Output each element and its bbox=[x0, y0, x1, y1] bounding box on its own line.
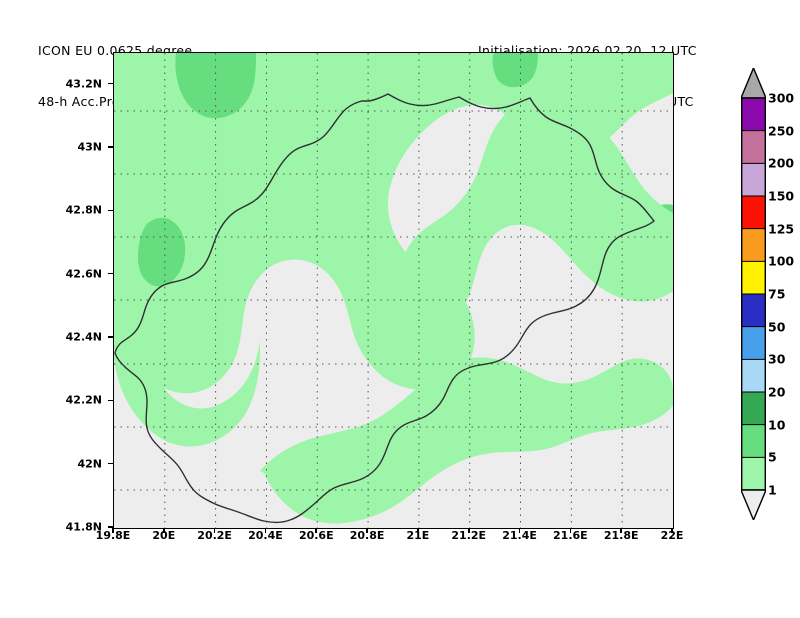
lon-tick-label: 20.6E bbox=[298, 529, 334, 542]
colorbar-band bbox=[741, 196, 766, 230]
lat-tick-label: 42.6N bbox=[65, 267, 102, 281]
colorbar-band bbox=[741, 294, 766, 328]
longitude-ticks bbox=[112, 528, 673, 534]
lon-tick-label: 20.8E bbox=[349, 529, 385, 542]
lon-tick-label: 19.8E bbox=[95, 529, 131, 542]
lon-tick-label: 21.4E bbox=[502, 529, 537, 542]
colorbar-tick-labels: 1 5 10 20 30 50 75 100 125 150 200 250 300 bbox=[768, 68, 800, 520]
colorbar-band bbox=[741, 261, 766, 295]
colorbar-level-label: 300 bbox=[768, 90, 795, 106]
colorbar-over-arrow bbox=[741, 68, 766, 99]
lon-tick-mark bbox=[569, 528, 572, 533]
colorbar-level-label: 5 bbox=[768, 449, 777, 465]
lon-tick-label: 21.2E bbox=[451, 529, 487, 542]
lat-tick-mark bbox=[108, 399, 113, 402]
colorbar-level-label: 20 bbox=[768, 384, 786, 400]
lat-tick-mark bbox=[108, 209, 113, 212]
lat-tick-label: 43.2N bbox=[65, 77, 102, 91]
colorbar-band bbox=[741, 326, 766, 360]
colorbar-level-label: 30 bbox=[768, 351, 786, 367]
colorbar-level-label: 200 bbox=[768, 155, 795, 171]
lon-tick-label: 20.2E bbox=[197, 529, 232, 542]
lon-tick-mark bbox=[112, 528, 114, 533]
colorbar-band bbox=[741, 163, 766, 197]
lon-tick-mark bbox=[417, 528, 419, 533]
lon-tick-mark bbox=[671, 528, 673, 533]
lat-tick-label: 42.8N bbox=[65, 203, 102, 217]
precip-band-1-5-small-blob bbox=[520, 184, 564, 226]
longitude-axis: 19.8E 20E 20.2E 20.4E 20.6E 20.8E 21E 21.2E 21.4… bbox=[96, 529, 684, 551]
latitude-axis: 41.8N 42N 42.2N 42.4N 42.6N 42.8N 43N 43.2N bbox=[0, 52, 110, 533]
lat-tick-label: 42.2N bbox=[65, 393, 102, 407]
colorbar-level-label: 125 bbox=[768, 221, 795, 237]
colorbar-swatches bbox=[741, 68, 766, 520]
latitude-ticks bbox=[108, 52, 114, 528]
lat-tick-label: 42N bbox=[77, 457, 102, 471]
colorbar-level-label: 1 bbox=[768, 482, 777, 498]
colorbar-band bbox=[741, 457, 766, 491]
precip-band-5-10-north-right bbox=[492, 53, 538, 88]
colorbar-level-label: 10 bbox=[768, 417, 786, 433]
country-border-outline bbox=[114, 93, 655, 524]
colorbar-level-label: 50 bbox=[768, 319, 786, 335]
lon-tick-mark bbox=[366, 528, 368, 533]
lat-tick-mark bbox=[108, 82, 113, 85]
colorbar-band bbox=[741, 392, 766, 426]
lon-tick-mark bbox=[467, 528, 470, 533]
lat-tick-mark bbox=[108, 336, 113, 338]
lat-tick-label: 41.8N bbox=[65, 520, 102, 534]
lat-tick-mark bbox=[108, 526, 113, 528]
precipitation-map[interactable] bbox=[113, 52, 674, 529]
colorbar-level-label: 250 bbox=[768, 123, 795, 139]
lat-tick-label: 42.4N bbox=[65, 330, 102, 344]
precip-band-1-5-south-band bbox=[260, 357, 673, 524]
colorbar-level-label: 75 bbox=[768, 286, 786, 302]
lat-tick-label: 43N bbox=[77, 140, 102, 154]
lon-tick-label: 21.6E bbox=[553, 529, 588, 542]
colorbar-band bbox=[741, 130, 766, 164]
colorbar-level-label: 100 bbox=[768, 253, 795, 269]
lon-tick-mark bbox=[518, 528, 521, 533]
lon-tick-mark bbox=[163, 528, 165, 533]
lat-tick-mark bbox=[108, 146, 113, 148]
lon-tick-mark bbox=[315, 528, 318, 533]
precip-band-1-5-west-strip bbox=[114, 305, 260, 447]
lat-tick-mark bbox=[108, 462, 113, 465]
colorbar-band bbox=[741, 98, 766, 132]
colorbar-band bbox=[741, 359, 766, 393]
precipitation-colorbar[interactable] bbox=[741, 68, 766, 520]
colorbar-under-arrow bbox=[741, 489, 766, 520]
lon-tick-label: 20.4E bbox=[248, 529, 283, 542]
lon-tick-mark bbox=[264, 528, 267, 533]
map-canvas bbox=[114, 53, 673, 528]
lon-tick-label: 21E bbox=[406, 529, 430, 542]
map-gridlines bbox=[114, 53, 673, 528]
lat-tick-mark bbox=[108, 272, 113, 275]
lon-tick-label: 21.8E bbox=[603, 529, 639, 542]
colorbar-band bbox=[741, 228, 766, 262]
lon-tick-mark bbox=[620, 528, 622, 533]
colorbar-band bbox=[741, 424, 766, 458]
colorbar-level-label: 150 bbox=[768, 188, 795, 204]
lon-tick-label: 22E bbox=[660, 529, 684, 542]
lon-tick-label: 20E bbox=[152, 529, 176, 542]
precip-band-5-10-west-cell bbox=[138, 217, 186, 287]
lon-tick-mark bbox=[213, 528, 216, 533]
